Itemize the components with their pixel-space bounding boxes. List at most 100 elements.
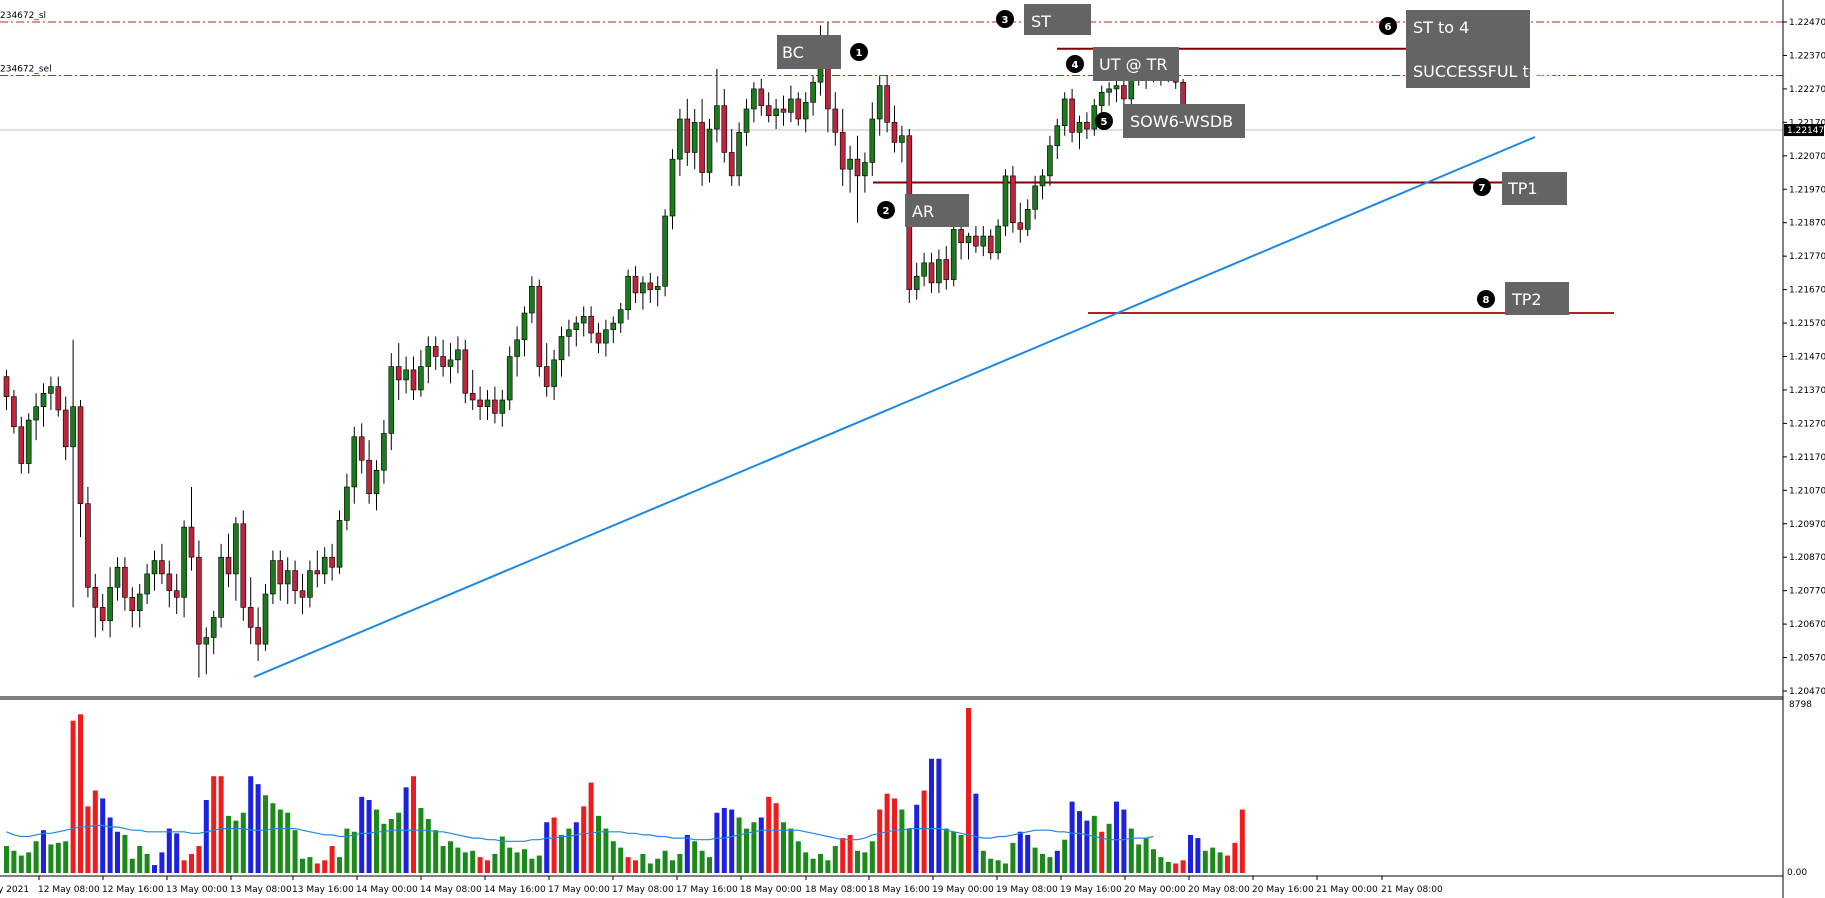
candle[interactable] [714,68,720,143]
candle[interactable] [33,393,39,441]
candle[interactable] [225,533,232,588]
volume-bar[interactable] [1165,861,1171,873]
volume-bar[interactable] [862,852,868,873]
volume-bar[interactable] [618,847,624,873]
volume-bar[interactable] [699,850,705,873]
candle[interactable] [847,145,853,193]
candle[interactable] [351,426,358,504]
volume-bar[interactable] [226,815,231,873]
candle[interactable] [958,222,964,260]
volume-bar[interactable] [248,776,254,873]
candle[interactable] [440,339,446,377]
candle[interactable] [55,376,62,417]
volume-bar[interactable] [588,782,594,873]
volume-bar[interactable] [914,804,920,873]
candle[interactable] [1010,165,1016,233]
volume-bar[interactable] [795,841,801,873]
candle[interactable] [588,306,594,344]
volume-bar[interactable] [92,790,98,874]
volume-bar[interactable] [522,849,527,873]
volume-bar[interactable] [322,860,328,873]
candle[interactable] [1106,82,1112,106]
volume-bar[interactable] [63,841,69,873]
candle[interactable] [551,349,557,400]
volume-bar[interactable] [381,823,387,873]
candle[interactable] [802,92,809,133]
volume-bar[interactable] [1217,852,1223,873]
candle[interactable] [514,326,520,377]
volume-bar[interactable] [1062,839,1068,873]
volume-bar[interactable] [1158,857,1164,873]
volume-bar[interactable] [677,853,683,873]
volume-bar[interactable] [455,847,461,873]
candle[interactable] [99,593,106,631]
candle[interactable] [107,567,113,638]
annotation-sow6-wsdb[interactable]: SOW6-WSDB 5 [1095,104,1245,138]
volume-bar[interactable] [477,857,483,873]
volume-bar[interactable] [707,857,712,873]
volume-bar[interactable] [536,855,542,873]
candle[interactable] [284,557,291,605]
candle[interactable] [1024,199,1031,237]
candle[interactable] [677,108,683,176]
volume-bar[interactable] [729,809,735,873]
candle[interactable] [477,386,483,421]
volume-bar[interactable] [41,830,46,873]
candle[interactable] [580,306,587,337]
candle[interactable] [218,543,224,628]
volume-bar[interactable] [1239,809,1245,873]
volume-bar[interactable] [603,828,609,873]
volume-bar[interactable] [1114,801,1119,873]
volume-bar[interactable] [507,847,513,873]
candle[interactable] [62,396,69,461]
candle[interactable] [543,343,550,397]
candle[interactable] [662,209,668,297]
candle[interactable] [425,336,432,384]
candle[interactable] [832,92,839,146]
annotation-tp1[interactable]: TP1 7 [1473,172,1567,205]
candle[interactable] [188,486,195,571]
volume-bar[interactable] [425,819,431,873]
volume-bar[interactable] [988,858,994,873]
candle[interactable] [625,269,631,320]
candle[interactable] [462,339,469,404]
candle[interactable] [233,517,239,601]
volume-bar[interactable] [433,830,439,873]
candle[interactable] [743,98,750,146]
volume-bar[interactable] [1091,815,1097,873]
volume-bar[interactable] [884,793,890,873]
candle[interactable] [166,560,173,608]
candle[interactable] [403,356,409,394]
volume-bar[interactable] [307,857,313,873]
candle[interactable] [1113,78,1120,103]
candle[interactable] [773,98,779,130]
volume-bar[interactable] [499,836,505,873]
volume-bar[interactable] [33,841,39,873]
candle[interactable] [1069,88,1075,143]
annotation-ar[interactable]: AR 2 [877,194,969,227]
candle[interactable] [432,336,439,370]
candle[interactable] [1084,112,1090,140]
volume-bar[interactable] [840,838,846,873]
volume-bar[interactable] [144,853,150,873]
volume-bar[interactable] [1047,857,1053,873]
volume-bar[interactable] [470,850,476,873]
volume-bar[interactable] [485,860,490,873]
candle[interactable] [566,319,572,357]
volume-bar[interactable] [329,846,335,873]
volume-bar[interactable] [11,850,17,873]
candle[interactable] [876,75,883,136]
volume-bar[interactable] [137,846,143,873]
candle[interactable] [159,543,165,584]
volume-bar[interactable] [240,812,246,873]
volume-bar[interactable] [559,834,564,873]
candle[interactable] [736,122,742,186]
volume-bar[interactable] [396,812,402,873]
annotation-bc[interactable]: BC 1 [777,35,868,69]
volume-bar[interactable] [270,803,276,873]
volume-bar[interactable] [869,841,875,873]
candle[interactable] [151,550,158,591]
volume-bar[interactable] [758,817,764,873]
candle[interactable] [388,353,395,451]
candle[interactable] [913,262,920,300]
